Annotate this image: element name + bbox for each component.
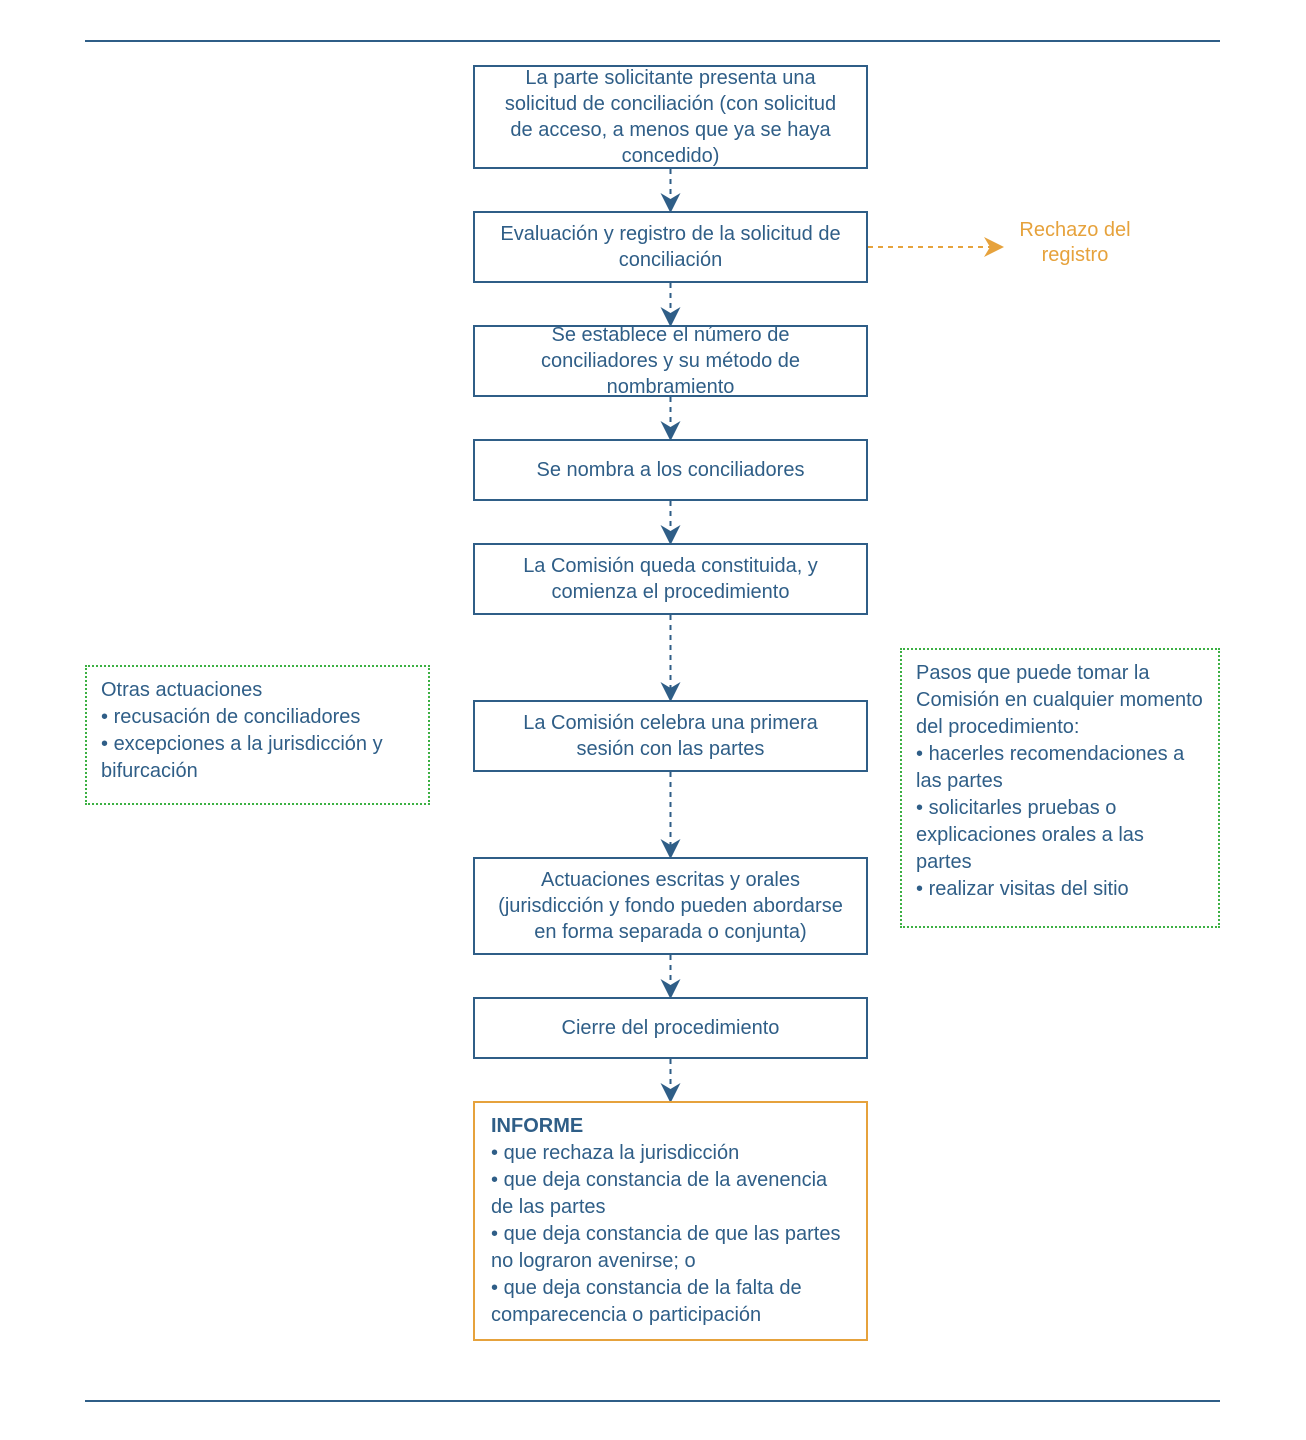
flow-step-3-text: Se establece el número de conciliadores … (493, 322, 848, 400)
flow-step-4: Se nombra a los conciliadores (473, 439, 868, 501)
side-left-title: Otras actuaciones (101, 677, 414, 704)
flow-step-8: Cierre del procedimiento (473, 997, 868, 1059)
flow-step-1: La parte solicitante presenta una solici… (473, 65, 868, 169)
side-right-item-2: realizar visitas del sitio (916, 876, 1204, 903)
report-box: INFORME que rechaza la jurisdicciónque d… (473, 1101, 868, 1341)
report-item-0: que rechaza la jurisdicción (491, 1140, 850, 1167)
report-item-2: que deja constancia de que las partes no… (491, 1221, 850, 1275)
flowchart-page: Rechazo del registro Otras actuaciones r… (0, 0, 1306, 1440)
flow-step-7: Actuaciones escritas y orales (jurisdicc… (473, 857, 868, 955)
report-title: INFORME (491, 1113, 850, 1140)
flow-step-2: Evaluación y registro de la solicitud de… (473, 211, 868, 283)
bottom-rule (85, 1400, 1220, 1402)
side-right-item-1: solicitarles pruebas o explicaciones ora… (916, 795, 1204, 876)
flow-step-6-text: La Comisión celebra una primera sesión c… (493, 710, 848, 762)
reject-label-line1: Rechazo del (1019, 219, 1130, 241)
side-note-right: Pasos que puede tomar la Comisión en cua… (900, 648, 1220, 928)
flow-step-5-text: La Comisión queda constituida, y comienz… (493, 553, 848, 605)
side-right-item-0: hacerles recomendaciones a las partes (916, 741, 1204, 795)
report-item-3: que deja constancia de la falta de compa… (491, 1275, 850, 1329)
reject-label: Rechazo del registro (1005, 218, 1145, 268)
side-left-item-1: excepciones a la jurisdicción y bifurcac… (101, 731, 414, 785)
side-left-item-0: recusación de conciliadores (101, 704, 414, 731)
flow-step-6: La Comisión celebra una primera sesión c… (473, 700, 868, 772)
report-item-1: que deja constancia de la avenencia de l… (491, 1167, 850, 1221)
side-right-list: hacerles recomendaciones a las partessol… (916, 741, 1204, 903)
flow-step-5: La Comisión queda constituida, y comienz… (473, 543, 868, 615)
side-note-left: Otras actuaciones recusación de concilia… (85, 665, 430, 805)
flow-step-2-text: Evaluación y registro de la solicitud de… (493, 221, 848, 273)
flow-step-8-text: Cierre del procedimiento (562, 1015, 780, 1041)
top-rule (85, 40, 1220, 42)
side-right-title: Pasos que puede tomar la Comisión en cua… (916, 660, 1204, 741)
flow-step-7-text: Actuaciones escritas y orales (jurisdicc… (493, 867, 848, 945)
flow-step-1-text: La parte solicitante presenta una solici… (493, 65, 848, 169)
reject-label-line2: registro (1042, 244, 1109, 266)
flow-step-4-text: Se nombra a los conciliadores (537, 457, 805, 483)
report-list: que rechaza la jurisdicciónque deja cons… (491, 1140, 850, 1329)
flow-step-3: Se establece el número de conciliadores … (473, 325, 868, 397)
side-left-list: recusación de conciliadoresexcepciones a… (101, 704, 414, 785)
